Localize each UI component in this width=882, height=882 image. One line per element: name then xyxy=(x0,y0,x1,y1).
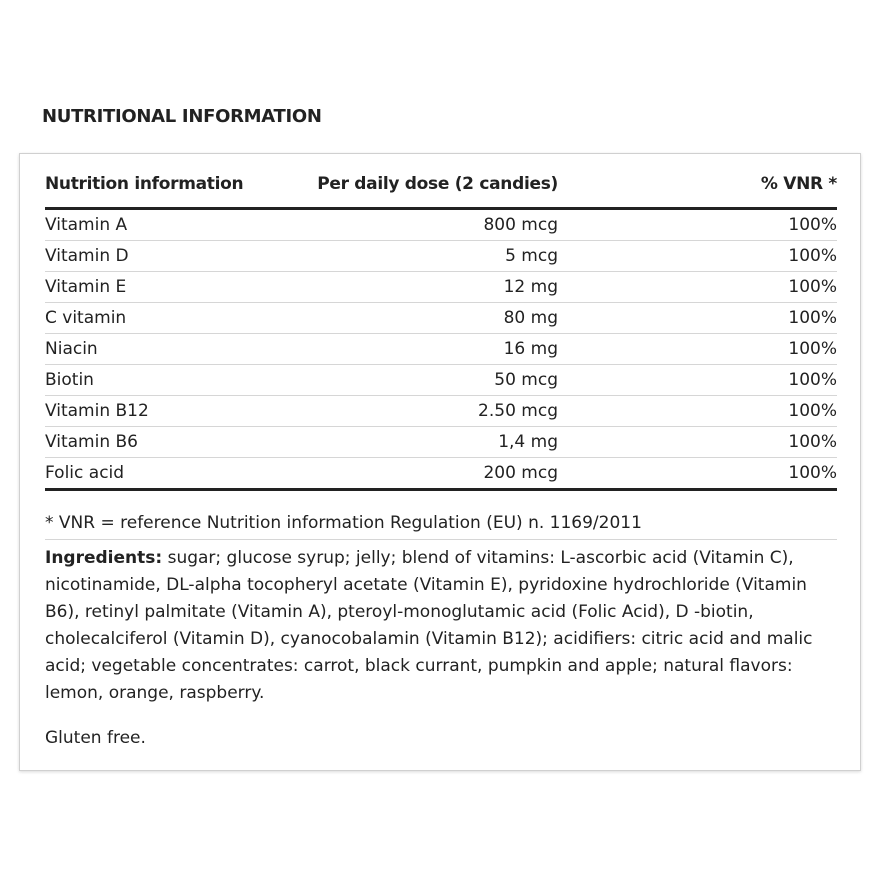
table-cell: 100% xyxy=(558,208,837,241)
table-row: Vitamin B12 2.50 mcg 100% xyxy=(45,395,837,427)
table-cell: 2.50 mcg xyxy=(313,395,558,427)
table-cell: 100% xyxy=(558,364,837,396)
table-row: C vitamin 80 mg 100% xyxy=(45,302,837,334)
table-cell: Vitamin B6 xyxy=(45,426,313,458)
header-row: Nutrition information Per daily dose (2 … xyxy=(45,174,837,209)
ingredients-text: sugar; glucose syrup; jelly; blend of vi… xyxy=(45,548,813,703)
table-cell: Niacin xyxy=(45,333,313,365)
table-row: Niacin 16 mg 100% xyxy=(45,333,837,365)
table-cell: Vitamin E xyxy=(45,271,313,303)
column-header: Per daily dose (2 candies) xyxy=(317,174,558,194)
table-cell: 100% xyxy=(558,457,837,491)
ingredients: Ingredients: sugar; glucose syrup; jelly… xyxy=(45,545,837,707)
table-cell: 100% xyxy=(558,240,837,272)
table-cell: 200 mcg xyxy=(313,457,558,491)
table-cell: 800 mcg xyxy=(313,208,558,241)
table-cell: 12 mg xyxy=(313,271,558,303)
section-title: NUTRITIONAL INFORMATION xyxy=(42,106,322,127)
table-row: Biotin 50 mcg 100% xyxy=(45,364,837,396)
table-cell: Vitamin D xyxy=(45,240,313,272)
table-cell: 100% xyxy=(558,333,837,365)
table-cell: 1,4 mg xyxy=(313,426,558,458)
table-cell: Vitamin B12 xyxy=(45,395,313,427)
table-row: Vitamin E 12 mg 100% xyxy=(45,271,837,303)
footnote: * VNR = reference Nutrition information … xyxy=(45,513,837,540)
table-cell: C vitamin xyxy=(45,302,313,334)
table-cell: 50 mcg xyxy=(313,364,558,396)
column-header: Nutrition information xyxy=(45,174,244,194)
column-header: % VNR * xyxy=(760,174,837,194)
table-row: Folic acid 200 mcg 100% xyxy=(45,457,837,491)
table-cell: Folic acid xyxy=(45,457,313,491)
nutrition-table: Nutrition information Per daily dose (2 … xyxy=(45,174,837,491)
info-box: Nutrition information Per daily dose (2 … xyxy=(19,153,861,771)
note: Gluten free. xyxy=(45,728,146,748)
table-row: Vitamin B6 1,4 mg 100% xyxy=(45,426,837,458)
table-cell: 100% xyxy=(558,271,837,303)
table-cell: 16 mg xyxy=(313,333,558,365)
table-row: Vitamin A 800 mcg 100% xyxy=(45,208,837,241)
table-cell: 100% xyxy=(558,302,837,334)
table-cell: 5 mcg xyxy=(313,240,558,272)
table-cell: 80 mg xyxy=(313,302,558,334)
table-cell: Vitamin A xyxy=(45,208,313,241)
ingredients-label: Ingredients: xyxy=(45,548,163,568)
table-cell: 100% xyxy=(558,426,837,458)
table-cell: 100% xyxy=(558,395,837,427)
table-cell: Biotin xyxy=(45,364,313,396)
